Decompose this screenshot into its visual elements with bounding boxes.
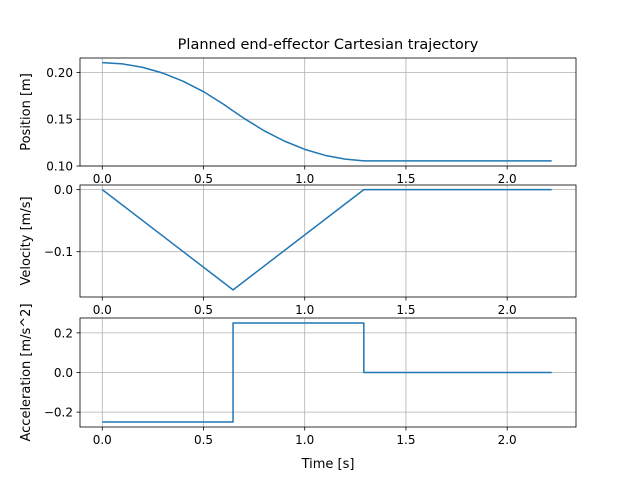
x-tick-label: 1.0 — [295, 303, 314, 317]
axes-frame — [79, 57, 577, 167]
y-tick-label: −0.1 — [44, 245, 73, 259]
y-tick-label: −0.2 — [44, 406, 73, 420]
y-axis-label: Acceleration [m/s^2] — [19, 303, 34, 441]
subplot-1: 0.0 0.5 1.0 1.5 2.0 0.10 0.15 0.20 Position [m] — [19, 57, 577, 186]
x-tick-label: 1.5 — [396, 172, 415, 186]
chart-title: Planned end-effector Cartesian trajector… — [178, 37, 479, 53]
x-tick-label: 1.0 — [295, 433, 314, 447]
series-line — [102, 61, 552, 162]
axes-frame — [79, 317, 577, 428]
x-tick-label: 0.0 — [93, 303, 112, 317]
series-line — [101, 188, 552, 291]
x-tick-label: 1.0 — [295, 172, 314, 186]
x-axis-label: Time [s] — [301, 457, 355, 472]
x-tick-label: 0.0 — [93, 172, 112, 186]
x-tick-label: 0.5 — [194, 303, 213, 317]
x-tick-label: 2.0 — [498, 303, 517, 317]
y-tick-label: 0.2 — [54, 326, 73, 340]
x-tick-label: 1.5 — [396, 433, 415, 447]
x-tick-label: 0.0 — [93, 433, 112, 447]
x-tick-label: 1.5 — [396, 303, 415, 317]
y-tick-label: 0.10 — [46, 160, 73, 174]
y-axis-label: Velocity [m/s] — [19, 196, 34, 285]
y-tick-label: 0.15 — [46, 113, 73, 127]
y-tick-label: 0.0 — [54, 366, 73, 380]
x-tick-label: 2.0 — [498, 433, 517, 447]
x-tick-label: 2.0 — [498, 172, 517, 186]
x-tick-label: 0.5 — [194, 433, 213, 447]
axes-frame — [79, 184, 577, 298]
series-line — [102, 322, 552, 423]
y-tick-label: 0.0 — [54, 183, 73, 197]
subplot-3: 0.0 0.5 1.0 1.5 2.0 −0.2 0.0 0.2 Acceleration [m… — [19, 303, 577, 447]
x-tick-label: 0.5 — [194, 172, 213, 186]
y-tick-label: 0.20 — [46, 66, 73, 80]
y-axis-label: Position [m] — [19, 73, 34, 151]
subplot-2: 0.0 0.5 1.0 1.5 2.0 −0.1 0.0 Velocity [m/s] — [19, 183, 577, 317]
